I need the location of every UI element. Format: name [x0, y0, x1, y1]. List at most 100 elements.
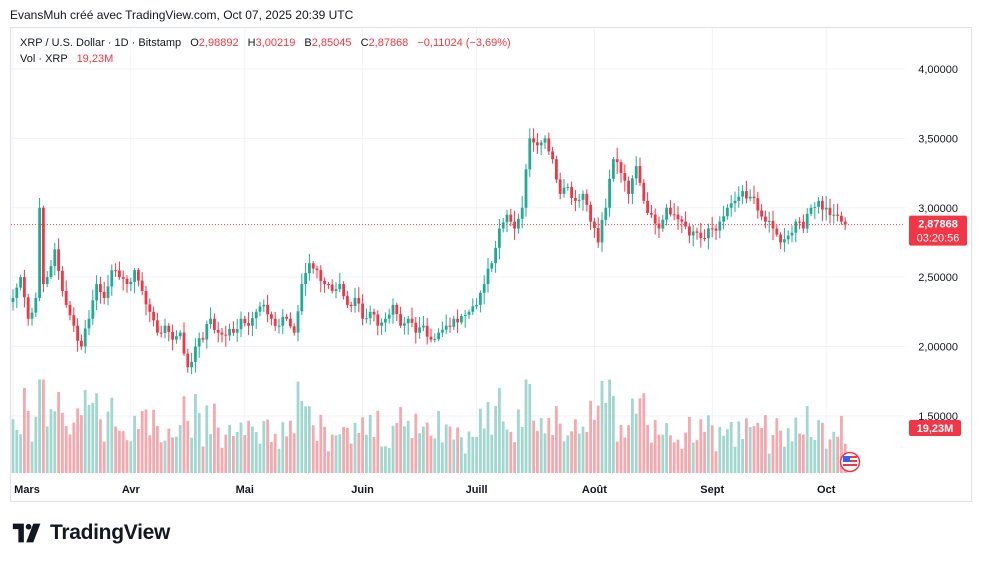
candle[interactable]: [612, 157, 615, 182]
candle[interactable]: [767, 211, 771, 233]
candle[interactable]: [615, 147, 619, 174]
candle[interactable]: [11, 289, 15, 311]
candle[interactable]: [266, 294, 269, 323]
candle[interactable]: [707, 223, 710, 250]
candle[interactable]: [703, 229, 706, 242]
candle[interactable]: [262, 299, 266, 312]
candle[interactable]: [399, 306, 402, 328]
candle[interactable]: [118, 261, 121, 280]
candle[interactable]: [737, 186, 741, 208]
candle[interactable]: [327, 281, 330, 289]
candle[interactable]: [197, 332, 201, 358]
candle[interactable]: [61, 266, 64, 297]
candle[interactable]: [604, 198, 608, 226]
candle[interactable]: [163, 318, 167, 339]
candle[interactable]: [106, 274, 110, 306]
candle[interactable]: [201, 332, 205, 343]
candle[interactable]: [653, 208, 657, 235]
candle[interactable]: [460, 313, 463, 325]
candle[interactable]: [72, 307, 76, 333]
candle[interactable]: [745, 180, 748, 204]
candle[interactable]: [349, 301, 353, 313]
candle[interactable]: [824, 196, 828, 221]
candle[interactable]: [330, 279, 334, 294]
candle[interactable]: [53, 242, 57, 276]
candle[interactable]: [843, 217, 847, 231]
candle[interactable]: [425, 318, 429, 345]
candle[interactable]: [490, 261, 494, 272]
candle[interactable]: [368, 305, 372, 325]
candle[interactable]: [152, 306, 155, 327]
candle[interactable]: [729, 195, 733, 217]
candle[interactable]: [209, 307, 212, 329]
candle[interactable]: [323, 277, 326, 293]
candle[interactable]: [661, 214, 665, 232]
candle[interactable]: [798, 217, 801, 230]
candle[interactable]: [285, 313, 288, 321]
candle[interactable]: [114, 263, 117, 277]
candle[interactable]: [486, 257, 490, 293]
candle[interactable]: [213, 313, 216, 334]
candle[interactable]: [292, 323, 296, 336]
candle[interactable]: [619, 159, 623, 183]
candle[interactable]: [357, 287, 361, 313]
candle[interactable]: [634, 156, 638, 186]
candle[interactable]: [543, 135, 547, 150]
candle[interactable]: [243, 315, 247, 327]
candle[interactable]: [110, 264, 114, 296]
candle[interactable]: [80, 334, 83, 350]
candle[interactable]: [304, 262, 307, 296]
candle[interactable]: [102, 281, 106, 305]
candle[interactable]: [821, 196, 824, 222]
candle[interactable]: [125, 275, 129, 293]
candle[interactable]: [182, 322, 186, 356]
tradingview-brand[interactable]: TradingView: [12, 520, 170, 546]
candle[interactable]: [418, 316, 421, 339]
candle[interactable]: [520, 196, 524, 229]
candle[interactable]: [710, 216, 714, 238]
candle[interactable]: [19, 274, 22, 291]
candle[interactable]: [42, 205, 45, 293]
candle[interactable]: [353, 287, 357, 313]
candle[interactable]: [311, 260, 315, 274]
candle[interactable]: [593, 217, 596, 238]
candle[interactable]: [23, 269, 26, 308]
candle[interactable]: [532, 128, 535, 152]
candle[interactable]: [726, 204, 729, 220]
candle[interactable]: [346, 290, 349, 309]
candle[interactable]: [790, 225, 794, 243]
candle[interactable]: [722, 205, 725, 230]
candle[interactable]: [296, 305, 300, 342]
candle[interactable]: [475, 298, 478, 310]
candle[interactable]: [148, 298, 152, 322]
candle[interactable]: [308, 253, 311, 281]
candle[interactable]: [235, 319, 239, 342]
candle[interactable]: [786, 230, 790, 245]
candle[interactable]: [627, 176, 630, 204]
candle[interactable]: [361, 294, 364, 326]
candle[interactable]: [623, 164, 627, 192]
candle[interactable]: [509, 208, 513, 227]
candle[interactable]: [441, 321, 444, 338]
candle[interactable]: [771, 210, 775, 241]
candle[interactable]: [779, 232, 782, 250]
candle[interactable]: [159, 325, 163, 338]
candle[interactable]: [281, 309, 285, 335]
candle[interactable]: [463, 309, 467, 328]
candle[interactable]: [83, 319, 87, 354]
candle[interactable]: [167, 323, 171, 342]
candle[interactable]: [216, 321, 220, 343]
candle[interactable]: [467, 309, 471, 320]
candle[interactable]: [26, 293, 30, 326]
candle[interactable]: [570, 181, 573, 205]
candle[interactable]: [498, 218, 501, 260]
candle[interactable]: [513, 210, 516, 240]
candle[interactable]: [247, 312, 250, 336]
candle[interactable]: [232, 321, 235, 336]
candle[interactable]: [342, 281, 345, 300]
candle[interactable]: [482, 275, 486, 305]
candle[interactable]: [171, 324, 174, 351]
candle[interactable]: [452, 315, 456, 331]
candle[interactable]: [665, 203, 668, 226]
candle[interactable]: [270, 311, 273, 326]
